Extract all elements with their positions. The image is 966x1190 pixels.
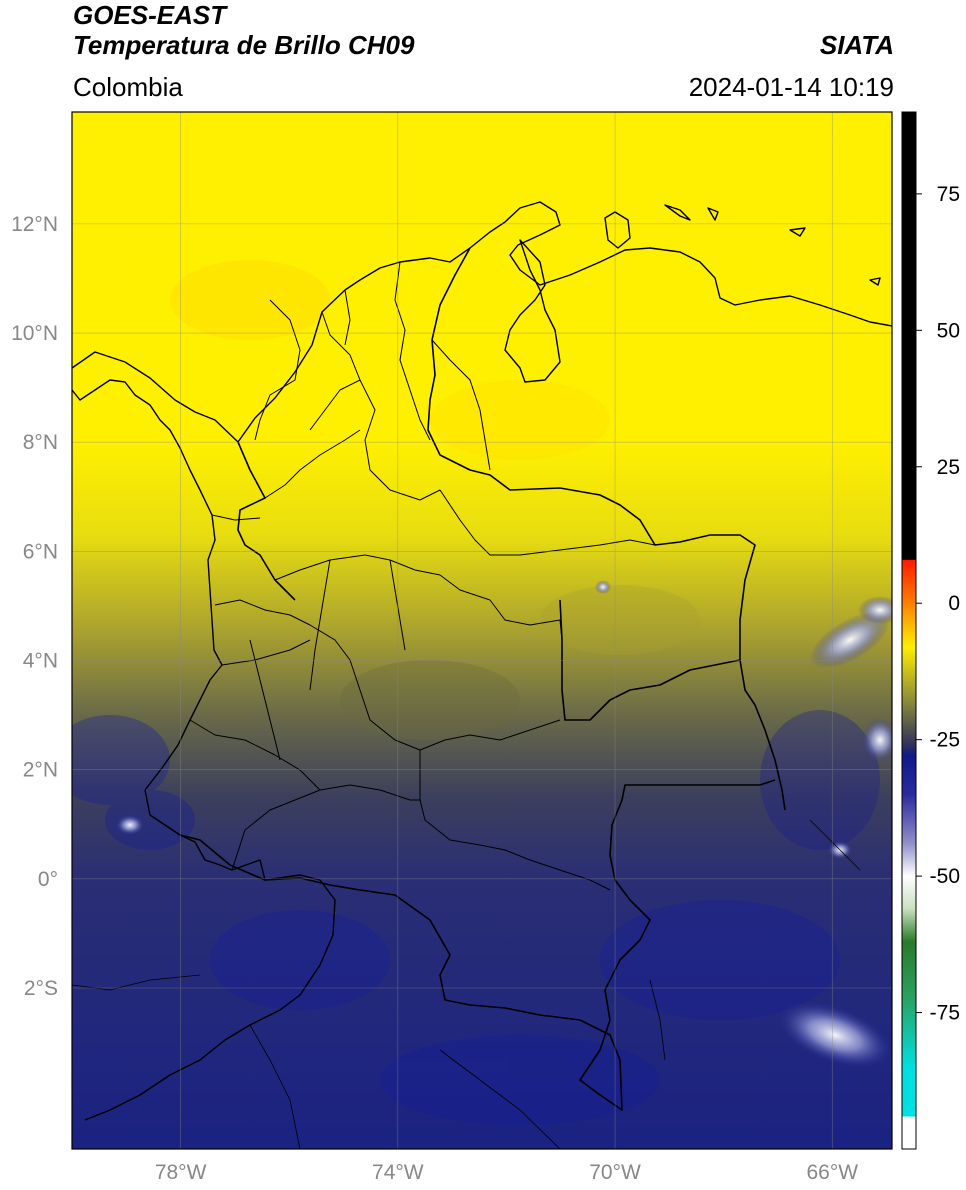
colorbar (901, 111, 917, 1150)
cbar-tick-label: 75 (937, 183, 960, 206)
longitude-tick-labels: 78°W 74°W 70°W 66°W (155, 1161, 858, 1184)
cbar-tick-label: -50 (930, 865, 960, 888)
cbar-tick-label: -25 (930, 729, 960, 752)
map-frame (71, 111, 893, 1150)
lon-tick-label: 74°W (372, 1161, 424, 1184)
lat-tick-label: 2°N (23, 759, 58, 782)
map-layer (72, 112, 892, 1149)
lat-tick-label: 4°N (23, 650, 58, 673)
coastlines (72, 201, 892, 1121)
graticule (72, 112, 892, 1149)
latitude-tick-labels: 12°N 10°N 8°N 6°N 4°N 2°N 0° 2°S (11, 213, 58, 1000)
timestamp-label: 2024-01-14 10:19 (688, 72, 894, 102)
lat-tick-label: 8°N (23, 431, 58, 454)
cbar-tick-label: 50 (937, 319, 960, 342)
product-title: Temperatura de Brillo CH09 (73, 30, 415, 60)
agency-label: SIATA (819, 30, 894, 60)
lon-tick-label: 66°W (806, 1161, 858, 1184)
lon-tick-label: 78°W (155, 1161, 207, 1184)
lon-tick-label: 70°W (589, 1161, 641, 1184)
region-label: Colombia (73, 72, 183, 102)
colorbar-ticks: 75 50 25 0 -25 -50 -75 (916, 183, 960, 1025)
cbar-tick-label: 25 (937, 456, 960, 479)
lat-tick-label: 6°N (23, 540, 58, 563)
lat-tick-label: 0° (38, 868, 58, 891)
cbar-tick-label: 0 (948, 592, 960, 615)
national-borders (179, 247, 786, 1111)
brightness-temperature-field (72, 112, 892, 1149)
lat-tick-label: 2°S (24, 977, 58, 1000)
satellite-title: GOES-EAST (73, 0, 227, 30)
department-boundaries (189, 261, 656, 891)
cloud-texture (72, 260, 880, 1125)
cbar-tick-label: -75 (930, 1002, 960, 1025)
lat-tick-label: 12°N (11, 213, 58, 236)
neighbour-boundaries (72, 819, 861, 1149)
lat-tick-label: 10°N (11, 322, 58, 345)
cold-cloud-tops (116, 580, 892, 1069)
